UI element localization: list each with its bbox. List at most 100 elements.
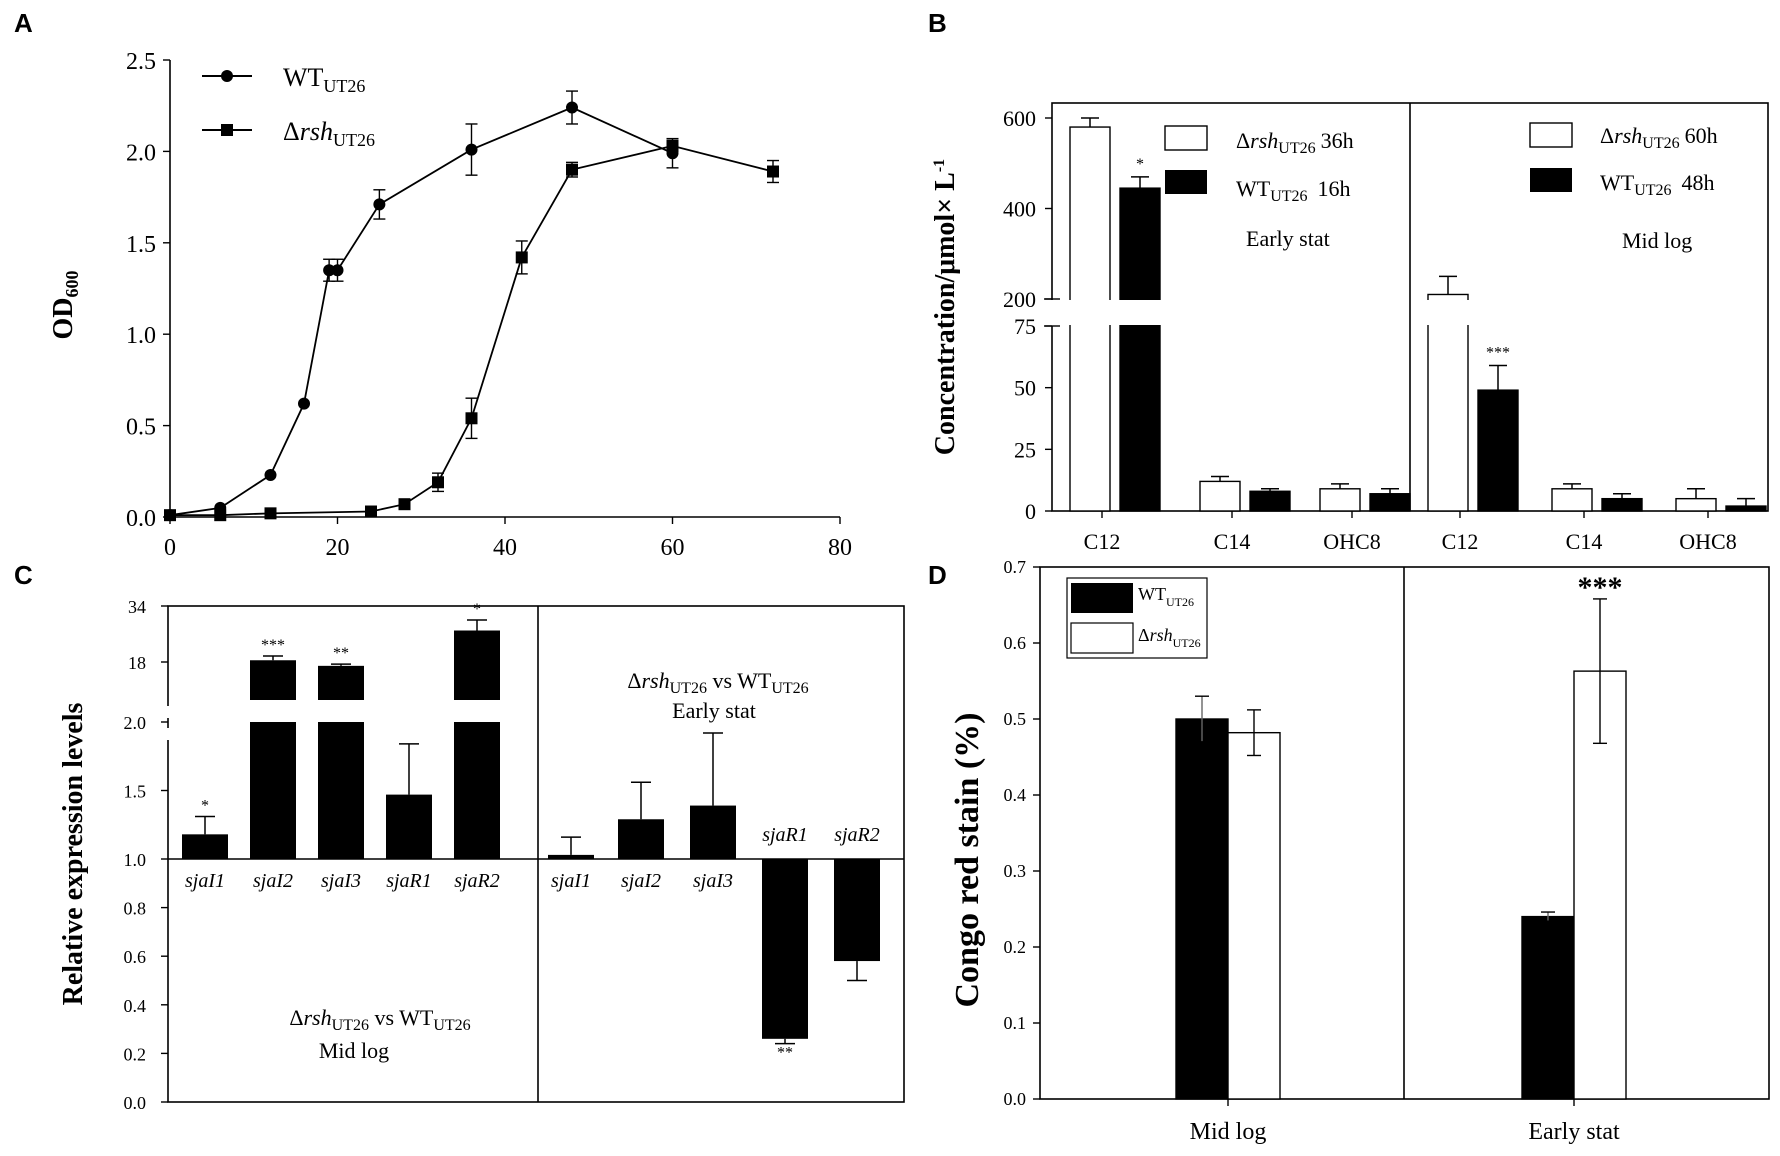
mut-congo-bar xyxy=(1227,731,1281,1100)
wt-bar-c12 xyxy=(1119,187,1161,512)
y-tick-label: 34 xyxy=(128,597,146,617)
y-tick-label: 1.5 xyxy=(124,782,147,802)
legend-mut-label: ΔrshUT26 xyxy=(1138,625,1201,650)
wt-bar-c12 xyxy=(1477,389,1519,512)
panel-b-right-legend: ΔrshUT26 60h WTUT26 48h Mid log xyxy=(1529,122,1718,253)
y-tick-label: 0.1 xyxy=(1004,1013,1027,1033)
category-label: C12 xyxy=(1084,529,1121,554)
x-tick-label: 40 xyxy=(493,535,517,561)
category-label: C12 xyxy=(1442,529,1479,554)
y-tick-label: 0.0 xyxy=(126,506,156,532)
y-tick-label: 0.4 xyxy=(1004,785,1027,805)
panel-c-frame xyxy=(167,605,905,1103)
wt-bar-c14 xyxy=(1249,490,1291,512)
legend-solid-label: WTUT26 16h xyxy=(1236,176,1351,205)
legend-open-swatch xyxy=(1164,125,1208,151)
legend-open-swatch xyxy=(1529,122,1573,148)
wt-data-point xyxy=(264,468,277,481)
y-tick-label: 0 xyxy=(1025,499,1036,524)
y-tick-label: 0.4 xyxy=(124,996,147,1016)
significance-stars: ** xyxy=(333,645,349,662)
panel-c-left-phase: Mid log xyxy=(319,1038,389,1063)
wt-data-point xyxy=(373,198,386,211)
mut-data-point xyxy=(666,139,679,152)
gene-label: sjaI3 xyxy=(693,870,733,892)
y-tick-label: 18 xyxy=(128,653,146,673)
mut-data-point xyxy=(365,505,377,518)
wt-bar-ohc8 xyxy=(1725,505,1767,512)
wt-growth-line xyxy=(169,106,673,517)
legend-solid-swatch xyxy=(1071,583,1133,613)
expression-bar-sjai2 xyxy=(618,819,664,859)
axis-break-gaps xyxy=(1069,300,1469,325)
legend-circle-marker xyxy=(221,70,233,82)
significance-stars: *** xyxy=(1578,571,1623,604)
y-tick-label: 0.0 xyxy=(1004,1089,1027,1109)
y-tick-label: 1.5 xyxy=(126,232,156,258)
wt-data-point xyxy=(298,397,310,410)
gene-label: sjaI1 xyxy=(551,870,591,892)
expression-bar-sjai1 xyxy=(182,834,228,859)
expression-bar-sjar2 xyxy=(454,630,500,859)
y-tick-label: 50 xyxy=(1014,376,1036,401)
expression-bar-sjar1 xyxy=(762,859,808,1039)
gene-label: sjaI1 xyxy=(185,870,225,892)
y-tick-label: 0.8 xyxy=(124,899,147,919)
y-tick-label: 600 xyxy=(1003,106,1036,131)
significance-stars: *** xyxy=(261,637,285,654)
bar-break-gap xyxy=(317,700,365,722)
mut-growth-line xyxy=(170,144,774,517)
legend-square-marker xyxy=(221,124,233,136)
wt-congo-bar xyxy=(1521,915,1575,1100)
mut-data-point xyxy=(432,476,444,489)
y-tick-label: 0.0 xyxy=(124,1093,147,1113)
legend-open-label: ΔrshUT26 60h xyxy=(1600,123,1718,152)
panel-d-legend: WTUT26 ΔrshUT26 xyxy=(1066,577,1208,659)
panel-label-a: A xyxy=(14,8,33,38)
panel-b-phase-mid: Mid log xyxy=(1622,228,1692,253)
gene-label: sjaR2 xyxy=(454,870,500,892)
y-tick-label: 25 xyxy=(1014,437,1036,462)
mut-data-point xyxy=(214,509,227,522)
category-label: C14 xyxy=(1214,529,1251,554)
panel-a-legend: WTUT26 ΔrshUT26 xyxy=(202,63,375,150)
y-tick-label: 1.0 xyxy=(126,323,156,349)
panel-b-y-label: Concentration/μmol× L-1 xyxy=(930,159,961,455)
category-label: Early stat xyxy=(1528,1119,1620,1145)
wt-congo-bar xyxy=(1175,718,1229,1100)
category-label: Mid log xyxy=(1190,1119,1267,1145)
gene-label: sjaI2 xyxy=(621,870,661,892)
gene-label: sjaR1 xyxy=(762,824,808,846)
y-tick-label: 0.7 xyxy=(1004,557,1027,577)
y-tick-label: 1.0 xyxy=(124,850,147,870)
significance-stars: *** xyxy=(1486,344,1510,361)
significance-stars: * xyxy=(1136,156,1144,173)
mut-congo-bar xyxy=(1573,670,1627,1100)
legend-solid-label: WTUT26 48h xyxy=(1600,170,1715,199)
mut-data-point xyxy=(264,507,277,520)
mut-data-point xyxy=(164,509,176,522)
panel-b-left-legend: ΔrshUT26 36h WTUT26 16h Early stat xyxy=(1164,125,1354,251)
bar-break-gap xyxy=(453,700,501,722)
y-tick-label: 2.0 xyxy=(124,713,147,733)
panel-label-d: D xyxy=(928,560,947,590)
legend-wt-label: WTUT26 xyxy=(1138,584,1194,609)
significance-stars: * xyxy=(201,798,209,815)
expression-bar-sjai2 xyxy=(250,660,296,859)
mut-bar-c14 xyxy=(1551,488,1593,512)
expression-bar-sjar1 xyxy=(386,794,432,859)
x-tick-label: 0 xyxy=(164,535,176,561)
y-tick-label: 2.5 xyxy=(126,49,156,75)
mut-data-point xyxy=(767,165,779,178)
gene-label: sjaR2 xyxy=(834,824,880,846)
x-tick-label: 60 xyxy=(661,535,685,561)
panel-b-axis-break xyxy=(1045,300,1061,326)
expression-bar-sjar2 xyxy=(834,859,880,962)
significance-stars: * xyxy=(473,601,481,618)
panel-b-phase-early: Early stat xyxy=(1246,226,1330,251)
expression-bar-sjai3 xyxy=(318,665,364,859)
mut-bar-ohc8 xyxy=(1319,488,1361,512)
gene-label: sjaR1 xyxy=(386,870,432,892)
mut-data-point xyxy=(465,412,478,425)
